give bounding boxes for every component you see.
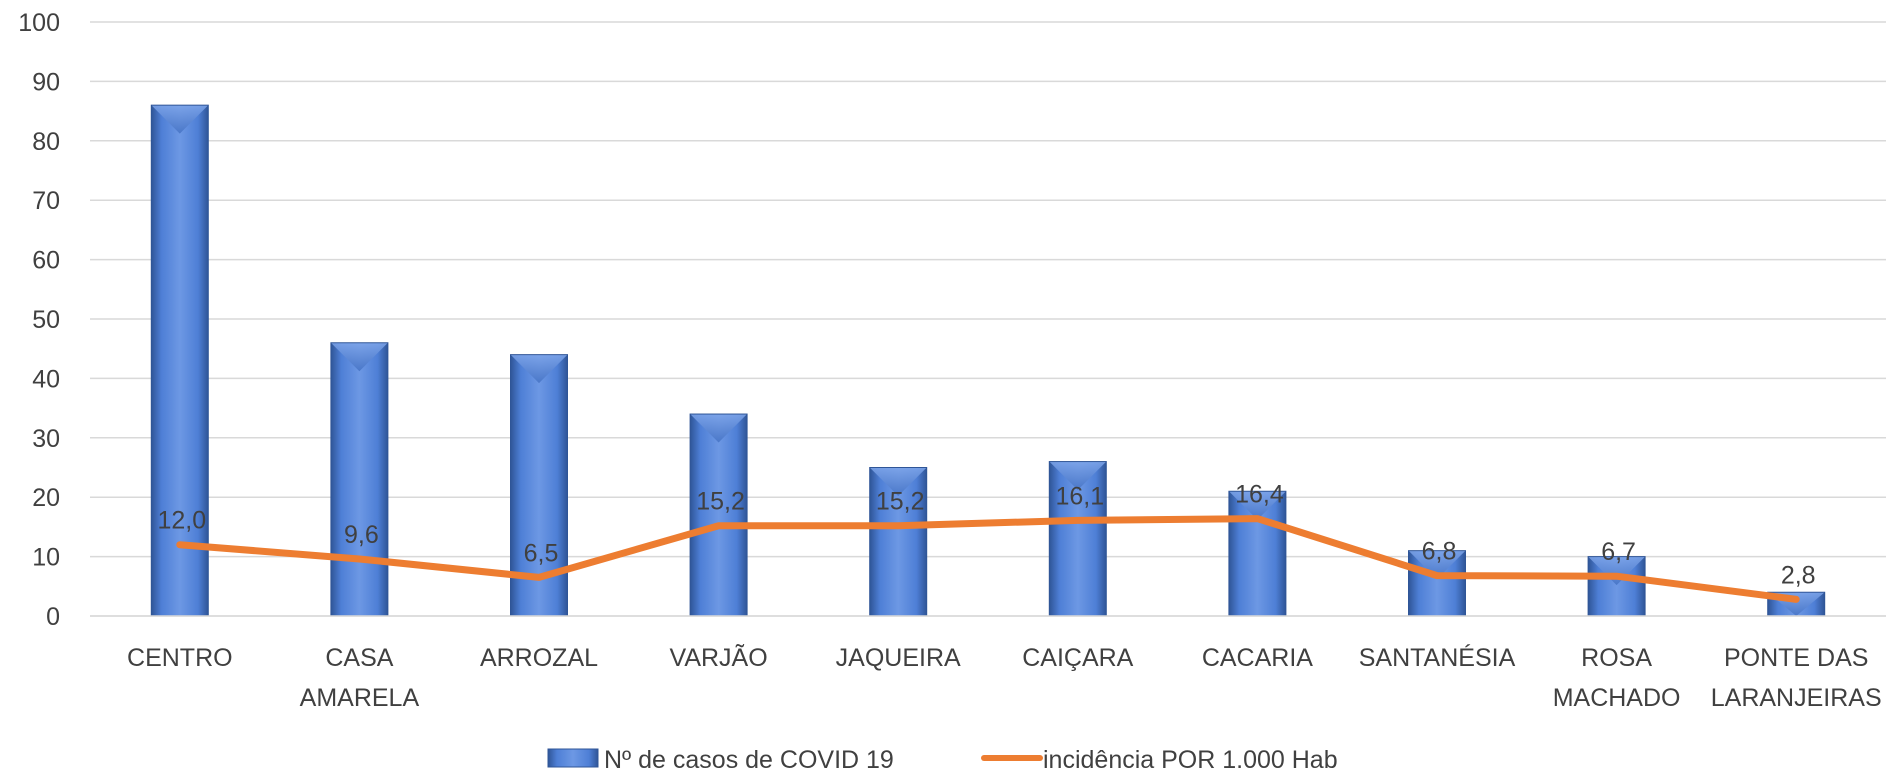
x-tick-label: PONTE DAS	[1724, 644, 1868, 672]
x-tick-label: CACARIA	[1202, 644, 1313, 672]
x-tick-label: AMARELA	[300, 684, 420, 712]
bar-series	[150, 104, 1826, 617]
x-tick-label: CAIÇARA	[1022, 644, 1133, 672]
x-tick-label: ARROZAL	[480, 644, 598, 672]
bar-bevel	[1408, 550, 1466, 580]
legend-bar-swatch	[547, 748, 599, 768]
line-series	[176, 515, 1800, 603]
bar-bevel	[1588, 556, 1646, 586]
bar	[150, 104, 209, 617]
line-data-label: 15,2	[696, 488, 745, 516]
line-data-label: 6,8	[1422, 538, 1457, 566]
y-tick-label: 40	[32, 365, 60, 393]
bar	[330, 342, 389, 617]
bar	[869, 467, 928, 617]
line-data-labels: 12,0 9,6 6,5 15,2 15,2 16,1 16,4 6,8 6,7 2,8	[157, 481, 1815, 590]
line-data-label: 6,5	[524, 539, 559, 567]
x-tick-label: LARANJEIRAS	[1711, 684, 1882, 712]
bar-body	[690, 414, 748, 616]
y-tick-label: 100	[18, 9, 60, 37]
legend-item-line: incidência POR 1.000 Hab	[981, 746, 1338, 770]
y-tick-label: 20	[32, 484, 60, 512]
legend: Nº de casos de COVID 19 incidência POR 1…	[547, 746, 1338, 770]
bar-bevel	[1228, 491, 1286, 520]
line-data-label: 16,1	[1055, 482, 1104, 510]
x-tick-label: VARJÃO	[670, 643, 768, 672]
y-tick-label: 30	[32, 425, 60, 453]
bar	[1408, 550, 1466, 617]
legend-bar-label: Nº de casos de COVID 19	[604, 746, 894, 770]
y-tick-label: 50	[32, 306, 60, 334]
bar-body	[330, 342, 388, 616]
bar	[1228, 490, 1287, 617]
incidence-line	[176, 515, 1800, 603]
bar	[689, 413, 748, 617]
bar-bevel	[151, 105, 209, 134]
y-tick-label: 70	[32, 187, 60, 215]
line-data-label: 2,8	[1781, 561, 1816, 589]
y-tick-label: 10	[32, 544, 60, 572]
legend-item-bar: Nº de casos de COVID 19	[547, 746, 894, 770]
x-tick-label: CENTRO	[127, 644, 233, 672]
line-data-label: 6,7	[1601, 538, 1636, 566]
y-axis: 0 10 20 30 40 50 60 70 80 90 100	[18, 9, 60, 631]
bar-bevel	[1049, 461, 1107, 491]
bar-bevel	[510, 354, 568, 384]
x-tick-label: MACHADO	[1553, 684, 1681, 712]
line-data-label: 9,6	[344, 521, 379, 549]
x-tick-label: CASA	[325, 644, 393, 672]
y-tick-label: 90	[32, 68, 60, 96]
x-tick-label: ROSA	[1581, 644, 1652, 672]
y-tick-label: 0	[46, 603, 60, 631]
legend-line-label: incidência POR 1.000 Hab	[1043, 746, 1338, 770]
line-data-label: 16,4	[1235, 481, 1284, 509]
bar	[1048, 461, 1107, 617]
x-tick-label: JAQUEIRA	[836, 644, 961, 672]
bar-body	[151, 105, 209, 616]
gridlines	[90, 21, 1886, 617]
line-data-label: 15,2	[876, 488, 925, 516]
bar-bevel	[869, 467, 927, 496]
bar-bevel	[330, 342, 388, 372]
bar	[1587, 556, 1646, 617]
bar-bevel	[690, 414, 748, 443]
x-tick-label: SANTANÉSIA	[1359, 643, 1516, 672]
y-tick-label: 80	[32, 128, 60, 156]
line-data-label: 12,0	[157, 507, 206, 535]
x-axis: CENTRO CASA AMARELA ARROZAL VARJÃO JAQUEIRA CA…	[90, 615, 1886, 712]
y-tick-label: 60	[32, 247, 60, 275]
